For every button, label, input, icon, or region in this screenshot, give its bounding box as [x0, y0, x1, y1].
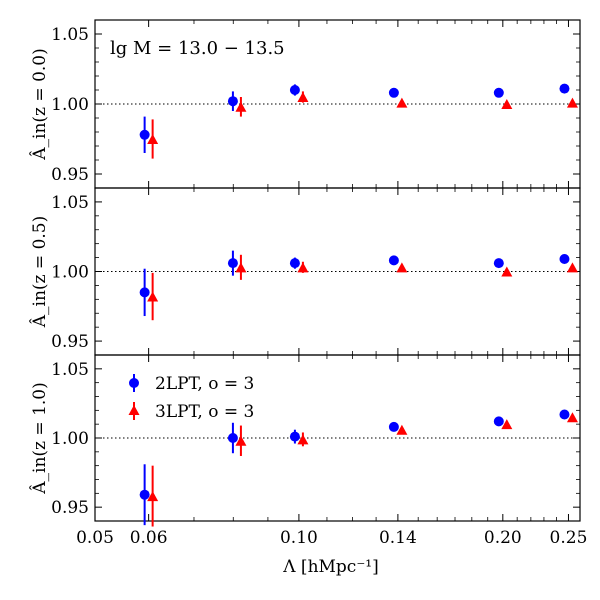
panel-3: 0.95 1.00 1.05 0.05 0.06 0.10 0.14 0.20 0.25 Â_in… [29, 354, 588, 548]
series-3lpt [147, 91, 578, 159]
legend: 2LPT, o = 3 3LPT, o = 3 [128, 374, 254, 422]
data-point-triangle [396, 262, 408, 273]
data-point-triangle [297, 92, 309, 102]
legend-3lpt-label: 3LPT, o = 3 [155, 402, 254, 422]
y-tick-label: 1.05 [51, 360, 89, 380]
y-axis-label: Â_in(z = 1.0) [29, 382, 50, 494]
panels-layer: 0.951.001.05Â_in(z = 0.0)0.951.001.05Â_i… [29, 19, 588, 548]
data-point-triangle [501, 266, 513, 277]
data-point-circle [493, 258, 504, 269]
data-point-circle [388, 87, 399, 98]
data-point-circle [559, 83, 570, 94]
data-point-circle [493, 87, 504, 98]
legend-entry-3lpt: 3LPT, o = 3 [128, 402, 254, 422]
data-point-circle [493, 416, 504, 427]
data-point-triangle [297, 434, 309, 445]
data-point-triangle [147, 491, 159, 502]
y-tick-label: 1.00 [51, 95, 89, 115]
x-tick-label: 0.25 [550, 528, 588, 548]
data-point-circle [227, 258, 238, 269]
data-point-triangle [501, 99, 513, 109]
x-tick-label: 0.10 [280, 528, 318, 548]
data-point-triangle [396, 97, 408, 108]
legend-3lpt-marker [128, 405, 140, 415]
series-3lpt [147, 412, 578, 527]
data-point-triangle [566, 412, 578, 423]
x-tick-label: 0.05 [76, 528, 114, 548]
data-point-triangle [235, 101, 247, 112]
data-point-triangle [235, 262, 247, 273]
y-tick-label: 1.05 [51, 193, 89, 213]
data-point-circle [139, 129, 150, 140]
data-point-circle [139, 287, 150, 298]
y-tick-label: 0.95 [51, 165, 89, 185]
series-2lpt [139, 83, 570, 153]
y-tick-label: 1.00 [51, 429, 89, 449]
series-2lpt [139, 250, 570, 317]
y-tick-label: 0.95 [51, 332, 89, 352]
y-axis-label: Â_in(z = 0.0) [29, 48, 50, 160]
data-point-circle [388, 421, 399, 432]
panel-2: 0.95 1.00 1.05Â_in(z = 0.5) [29, 187, 581, 356]
data-point-triangle [297, 262, 309, 273]
data-point-triangle [566, 262, 578, 273]
series-3lpt [147, 254, 578, 321]
data-point-triangle [396, 424, 408, 435]
legend-2lpt-marker [129, 378, 139, 388]
data-point-circle [139, 489, 150, 500]
y-tick-label: 0.95 [51, 498, 89, 518]
data-point-circle [289, 85, 300, 95]
data-point-triangle [566, 97, 578, 108]
x-axis-label: Λ [hMpc⁻¹] [282, 557, 379, 577]
x-tick-label: 0.20 [484, 528, 522, 548]
data-point-triangle [501, 419, 513, 430]
data-point-circle [227, 433, 238, 443]
data-point-triangle [147, 291, 159, 302]
data-point-triangle [147, 134, 159, 144]
y-tick-label: 1.05 [51, 25, 89, 45]
data-point-circle [559, 409, 570, 420]
mass-annotation: lg M = 13.0 − 13.5 [110, 38, 285, 59]
series-2lpt [139, 409, 570, 526]
x-tick-label: 0.14 [379, 528, 417, 548]
data-point-circle [559, 253, 570, 264]
data-point-circle [227, 96, 238, 107]
data-point-circle [388, 255, 399, 266]
data-point-circle [289, 258, 300, 269]
mass-annotation-text: lg M = 13.0 − 13.5 [110, 38, 285, 59]
data-point-circle [289, 431, 300, 442]
x-tick-label: 0.06 [130, 528, 168, 548]
y-axis-label: Â_in(z = 0.5) [29, 216, 50, 328]
panel-1: 0.95 1.00 1.05Â_in(z = 0.0) [29, 19, 581, 189]
legend-entry-2lpt: 2LPT, o = 3 [129, 374, 254, 394]
y-tick-label: 1.00 [51, 263, 89, 283]
data-point-triangle [235, 435, 247, 446]
legend-2lpt-label: 2LPT, o = 3 [155, 374, 254, 394]
